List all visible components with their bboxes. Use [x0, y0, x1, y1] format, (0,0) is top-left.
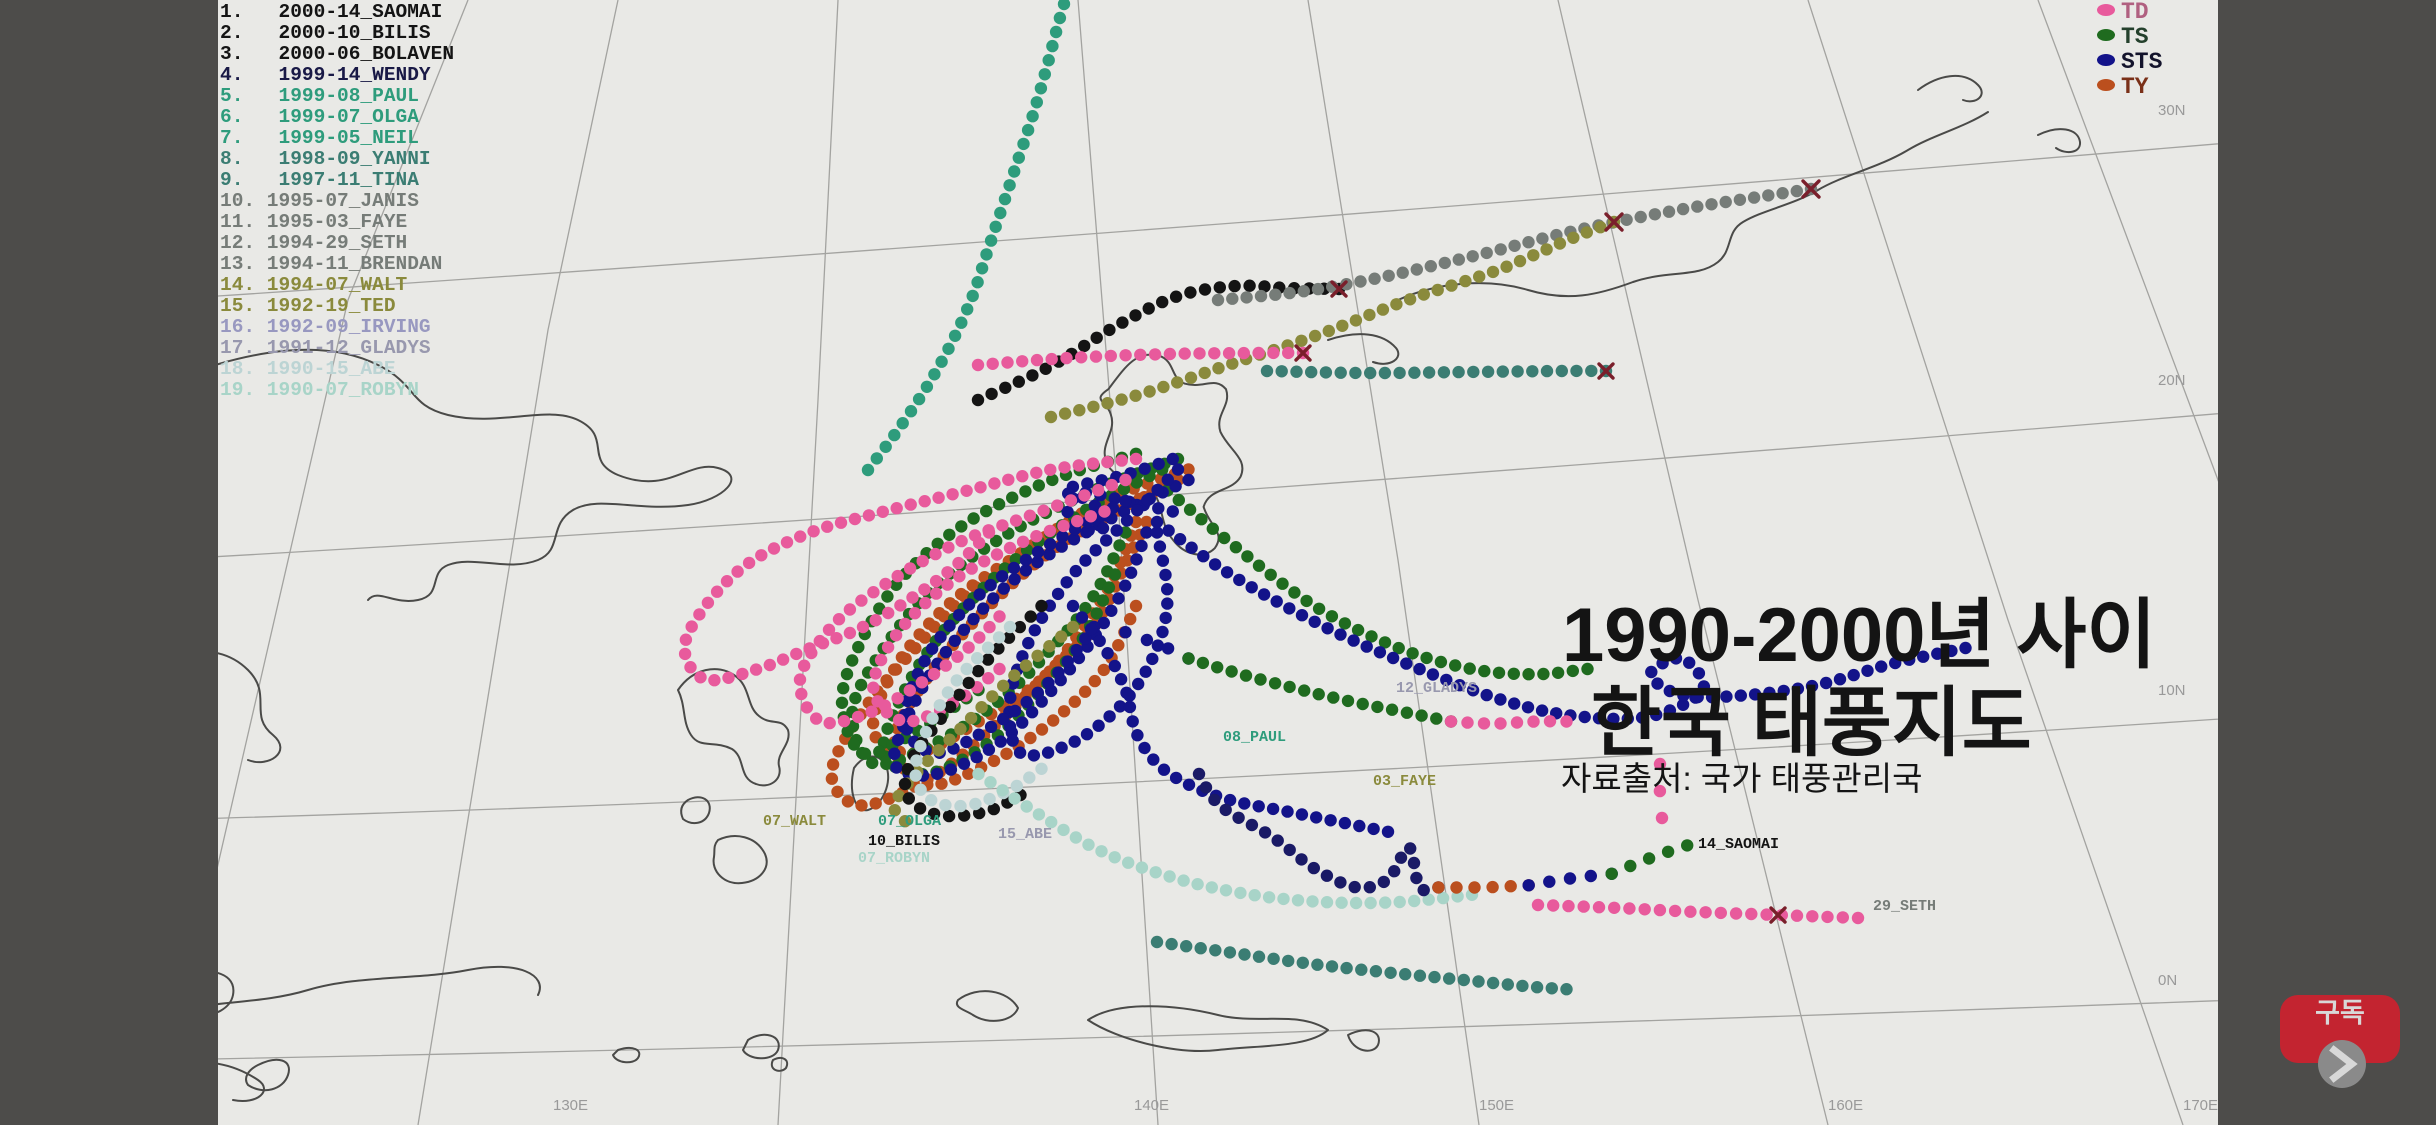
svg-text:구독: 구독 — [2315, 998, 2365, 1028]
